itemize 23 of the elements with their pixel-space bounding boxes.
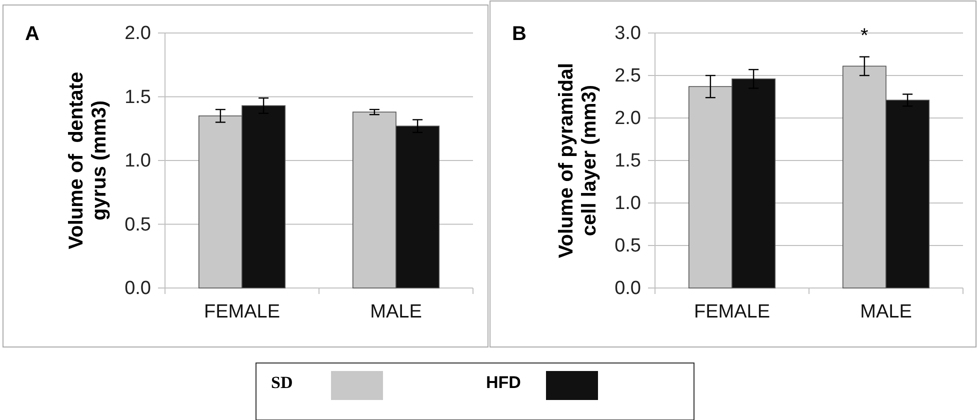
y-tick-label: 1.0: [124, 150, 151, 172]
y-tick-label: 2.0: [614, 108, 641, 130]
y-tick-label: 0.5: [614, 236, 641, 257]
chart-title: B: [512, 23, 526, 45]
y-tick-label: 3.0: [614, 23, 641, 44]
annotation: *: [860, 25, 869, 48]
x-tick-label: FEMALE: [694, 301, 770, 322]
y-tick-label: 1.5: [124, 86, 151, 108]
y-tick-label: 2.5: [614, 66, 641, 87]
x-tick-label: MALE: [370, 301, 422, 322]
y-axis-title: Volume of dentate gyrus (mm3): [66, 72, 110, 250]
y-tick-label: 2.0: [124, 23, 151, 44]
legend-label: HFD: [486, 373, 521, 392]
y-tick-label: 0.0: [614, 278, 641, 300]
legend-label: SD: [271, 373, 293, 392]
x-tick-label: MALE: [860, 301, 912, 322]
y-axis-title: Volume of pyramidal cell layer (mm3): [556, 62, 600, 258]
y-tick-label: 1.5: [614, 150, 641, 172]
chart-title: A: [25, 23, 40, 45]
y-tick-label: 0.5: [124, 214, 151, 236]
y-tick-label: 0.0: [124, 278, 151, 300]
y-tick-label: 1.0: [614, 193, 641, 214]
x-tick-label: FEMALE: [204, 301, 280, 322]
